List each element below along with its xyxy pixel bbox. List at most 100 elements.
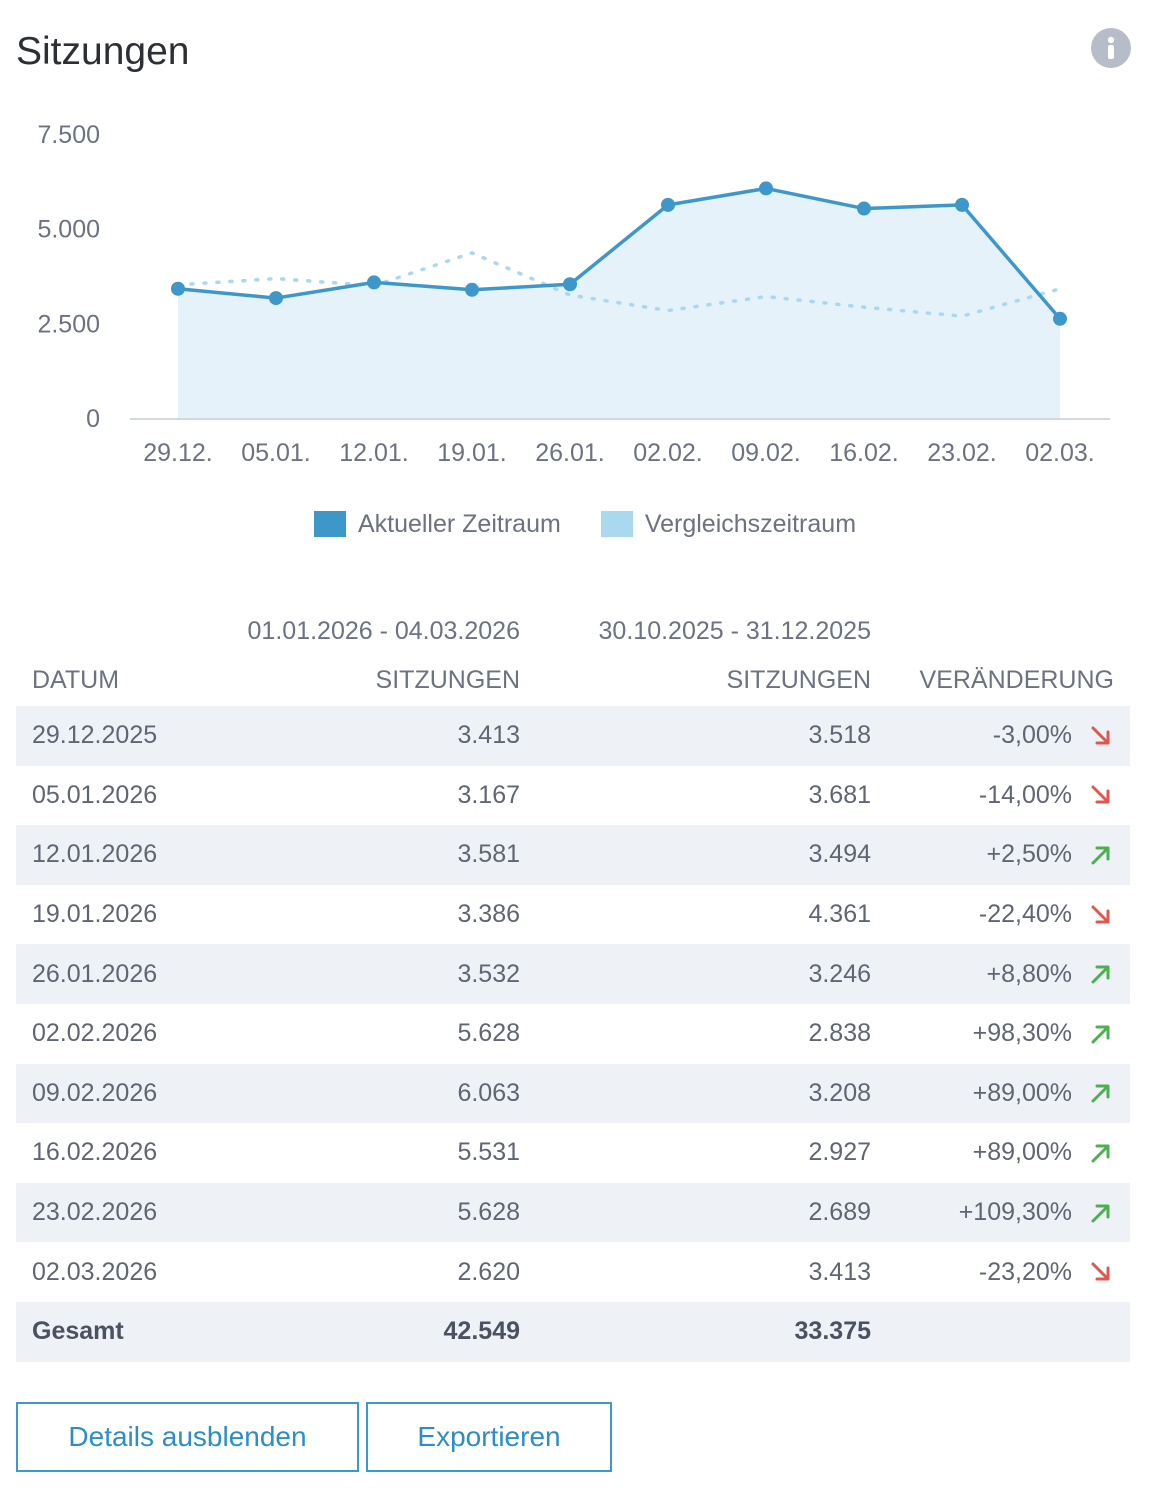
row-change: -14,00% [887, 766, 1130, 826]
current-data-point [269, 291, 283, 306]
row-current-sessions: 3.167 [457, 780, 520, 809]
change-value-wrap: +8,80% [987, 960, 1115, 989]
row-change: +8,80% [887, 944, 1130, 1004]
current-data-point [955, 197, 969, 212]
row-compare-sessions: 2.927 [808, 1138, 871, 1167]
total-compare: 33.375 [536, 1301, 887, 1362]
change-value: +2,50% [986, 840, 1073, 869]
row-change: -22,40% [887, 885, 1130, 945]
legend-swatch-compare [600, 511, 633, 537]
row-change: +89,00% [887, 1063, 1130, 1124]
row-date: 16.02.2026 [32, 1138, 158, 1167]
change-value-wrap: -23,20% [979, 1258, 1114, 1287]
row-compare-sessions: 3.413 [808, 1257, 871, 1286]
x-tick-label: 05.01. [241, 439, 311, 467]
change-value-wrap: +89,00% [973, 1138, 1114, 1167]
row-date: 29.12.2025 [16, 706, 196, 766]
trend-down-arrow-icon [1088, 782, 1114, 808]
row-date: 09.02.2026 [16, 1063, 196, 1124]
sessions-line-chart: 0 2.500 5.000 7.500 29.12. 05.01. 12.01. 19.01.… [37, 121, 1110, 467]
legend-label-current: Aktueller Zeitraum [357, 509, 561, 538]
row-compare-sessions: 3.518 [536, 706, 887, 766]
hide-details-button[interactable]: Details ausblenden [16, 1402, 359, 1472]
header-row: DATUM SITZUNGEN SITZUNGEN VERÄNDERUNG [16, 654, 1130, 706]
column-header-date[interactable]: DATUM [32, 665, 120, 694]
change-value-wrap: +2,50% [987, 840, 1115, 869]
legend-item-compare[interactable]: Vergleichszeitraum [600, 510, 856, 539]
change-value: -14,00% [978, 780, 1072, 809]
trend-up-arrow-icon [1088, 1140, 1114, 1166]
period-current: 01.01.2026 - 04.03.2026 [247, 616, 520, 645]
column-header-compare[interactable]: SITZUNGEN [726, 665, 871, 694]
row-date: 02.03.2026 [32, 1257, 158, 1286]
trend-down-arrow-icon [1088, 723, 1114, 749]
export-button[interactable]: Exportieren [366, 1402, 612, 1472]
total-row: Gesamt 42.549 33.375 [16, 1301, 1130, 1362]
row-current-sessions: 5.628 [457, 1019, 520, 1048]
change-value-wrap: -3,00% [993, 721, 1114, 750]
row-date: 23.02.2026 [16, 1182, 196, 1243]
y-tick-label: 7.500 [37, 121, 100, 149]
row-change: +2,50% [887, 825, 1130, 885]
table-row: 09.02.2026 6.063 3.208 +89,00% [16, 1063, 1130, 1124]
row-compare-sessions: 2.689 [536, 1182, 887, 1243]
row-current-sessions: 3.386 [457, 900, 520, 929]
compare-period-line [176, 250, 1062, 318]
x-tick-label: 23.02. [927, 439, 997, 467]
row-current-sessions: 3.413 [196, 706, 536, 766]
current-data-point [563, 277, 577, 292]
row-change: -3,00% [887, 706, 1130, 766]
table-row: 02.02.2026 5.628 2.838 +98,30% [16, 1004, 1130, 1064]
trend-up-arrow-icon [1088, 961, 1114, 987]
column-header-change[interactable]: VERÄNDERUNG [919, 665, 1114, 694]
table-row: 19.01.2026 3.386 4.361 -22,40% [16, 885, 1130, 945]
change-value: +98,30% [972, 1019, 1072, 1048]
change-value: +89,00% [972, 1078, 1072, 1107]
row-current-sessions: 2.620 [457, 1257, 520, 1286]
x-tick-label: 02.02. [633, 439, 703, 467]
table-row: 12.01.2026 3.581 3.494 +2,50% [16, 825, 1130, 885]
legend-item-current[interactable]: Aktueller Zeitraum [313, 509, 561, 539]
row-change: +98,30% [887, 1004, 1130, 1064]
row-current-sessions: 3.532 [196, 944, 536, 1004]
table-row: 29.12.2025 3.413 3.518 -3,00% [16, 706, 1130, 766]
row-date: 26.01.2026 [16, 944, 196, 1004]
x-tick-label: 12.01. [339, 439, 409, 467]
row-current-sessions: 5.531 [457, 1138, 520, 1167]
change-value: +8,80% [986, 959, 1073, 988]
table-row: 26.01.2026 3.532 3.246 +8,80% [16, 944, 1130, 1004]
change-value-wrap: -22,40% [979, 900, 1114, 929]
total-current: 42.549 [196, 1301, 536, 1362]
row-current-sessions: 6.063 [196, 1063, 536, 1124]
x-tick-label: 16.02. [829, 439, 899, 467]
info-icon[interactable] [1091, 28, 1131, 68]
row-compare-sessions: 3.494 [536, 825, 887, 885]
row-compare-sessions: 4.361 [808, 900, 871, 929]
total-label: Gesamt [16, 1301, 196, 1362]
row-date: 05.01.2026 [32, 780, 158, 809]
change-value-wrap: +89,00% [973, 1079, 1114, 1108]
period-spacer [16, 608, 196, 654]
change-value: -22,40% [978, 900, 1072, 929]
trend-up-arrow-icon [1088, 1080, 1114, 1106]
table-row: 05.01.2026 3.167 3.681 -14,00% [16, 766, 1130, 826]
x-tick-label: 19.01. [437, 439, 507, 467]
table-row: 16.02.2026 5.531 2.927 +89,00% [16, 1123, 1130, 1183]
x-tick-label: 02.03. [1025, 439, 1095, 467]
change-value: +109,30% [958, 1198, 1072, 1227]
trend-down-arrow-icon [1088, 1259, 1114, 1285]
current-period-line [177, 186, 1062, 320]
row-change: +109,30% [887, 1182, 1130, 1243]
y-tick-label: 0 [86, 405, 100, 433]
current-data-point [759, 181, 773, 196]
row-compare-sessions: 3.246 [536, 944, 887, 1004]
row-date: 12.01.2026 [16, 825, 196, 885]
column-header-current[interactable]: SITZUNGEN [375, 665, 520, 694]
page-title: Sitzungen [16, 30, 190, 73]
legend-swatch-current [313, 511, 346, 537]
current-data-point [171, 281, 185, 296]
total-change [887, 1301, 1130, 1362]
row-current-sessions: 3.581 [196, 825, 536, 885]
current-data-point [465, 282, 479, 297]
change-value: -23,20% [978, 1257, 1072, 1286]
